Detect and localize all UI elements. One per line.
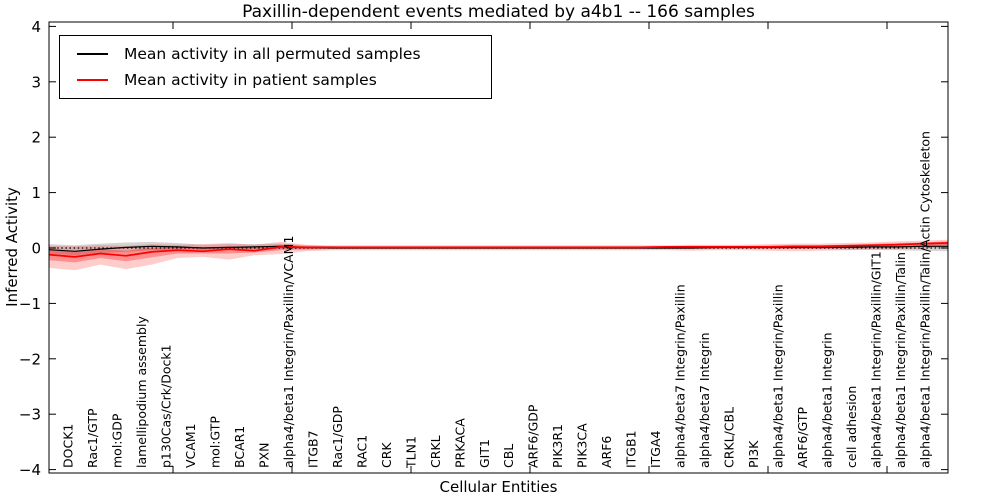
legend-entry-patient: Mean activity in patient samples [60,71,491,89]
legend: Mean activity in all permuted samples Me… [59,35,492,99]
category-label: alpha4/beta1 Integrin/Paxillin/GIT1 [869,251,884,468]
category-label: ITGB1 [624,430,639,468]
category-label: lamellipodium assembly [134,316,149,468]
category-label: RAC1 [354,435,369,468]
y-tick-label: 3 [31,73,41,91]
category-label: cell adhesion [844,386,859,468]
legend-label-permuted: Mean activity in all permuted samples [124,44,421,63]
category-label: DOCK1 [61,424,76,468]
y-tick-label: −2 [19,350,41,368]
category-label: alpha4/beta7 Integrin [697,332,712,468]
category-label: alpha4/beta1 Integrin/Paxillin/Talin/Act… [918,131,933,468]
permuted-line-swatch [77,52,108,55]
category-label: mol:GTP [207,416,222,468]
category-label: BCAR1 [232,426,247,468]
y-tick-label: 4 [31,18,41,36]
legend-entry-permuted: Mean activity in all permuted samples [60,45,491,63]
category-label: p130Cas/Crk/Dock1 [158,344,173,468]
category-label: alpha4/beta1 Integrin/Paxillin/Talin [893,252,908,468]
category-label: ARF6/GTP [795,407,810,468]
category-label: CRKL/CBL [722,407,737,468]
category-label: alpha4/beta1 Integrin [820,332,835,468]
category-label: ARF6/GDP [526,404,541,468]
patient-line-swatch [77,79,108,82]
category-label: ITGA4 [648,430,663,468]
y-tick-label: −1 [19,295,41,313]
legend-label-patient: Mean activity in patient samples [124,71,377,90]
category-label: CRKL [428,435,443,468]
category-label: alpha4/beta1 Integrin/Paxillin [771,284,786,468]
category-label: CRK [379,442,394,468]
chart-title: Paxillin-dependent events mediated by a4… [242,2,755,22]
y-tick-label: 2 [31,129,41,147]
category-label: PIK3CA [575,423,590,468]
x-axis-label: Cellular Entities [439,478,558,496]
category-label: GIT1 [477,439,492,468]
y-tick-label: 0 [31,240,41,258]
category-label: PRKACA [452,418,467,468]
category-label: PIK3R1 [550,424,565,468]
category-label: VCAM1 [183,423,198,468]
category-label: ITGB7 [305,430,320,468]
category-label: TLN1 [403,436,418,469]
y-tick-label: −4 [19,461,41,479]
category-label: Rac1/GDP [330,406,345,468]
category-label: PXN [256,443,271,468]
category-label: mol:GDP [110,413,125,468]
y-tick-label: 1 [31,184,41,202]
category-label: alpha4/beta7 Integrin/Paxillin [673,284,688,468]
series-line-patient [48,242,949,258]
category-label: alpha4/beta1 Integrin/Paxillin/VCAM1 [281,236,296,468]
y-tick-label: −3 [19,406,41,424]
category-label: ARF6 [599,436,614,468]
category-label: CBL [501,444,516,468]
category-label: Rac1/GTP [85,408,100,468]
category-label: PI3K [746,440,761,468]
